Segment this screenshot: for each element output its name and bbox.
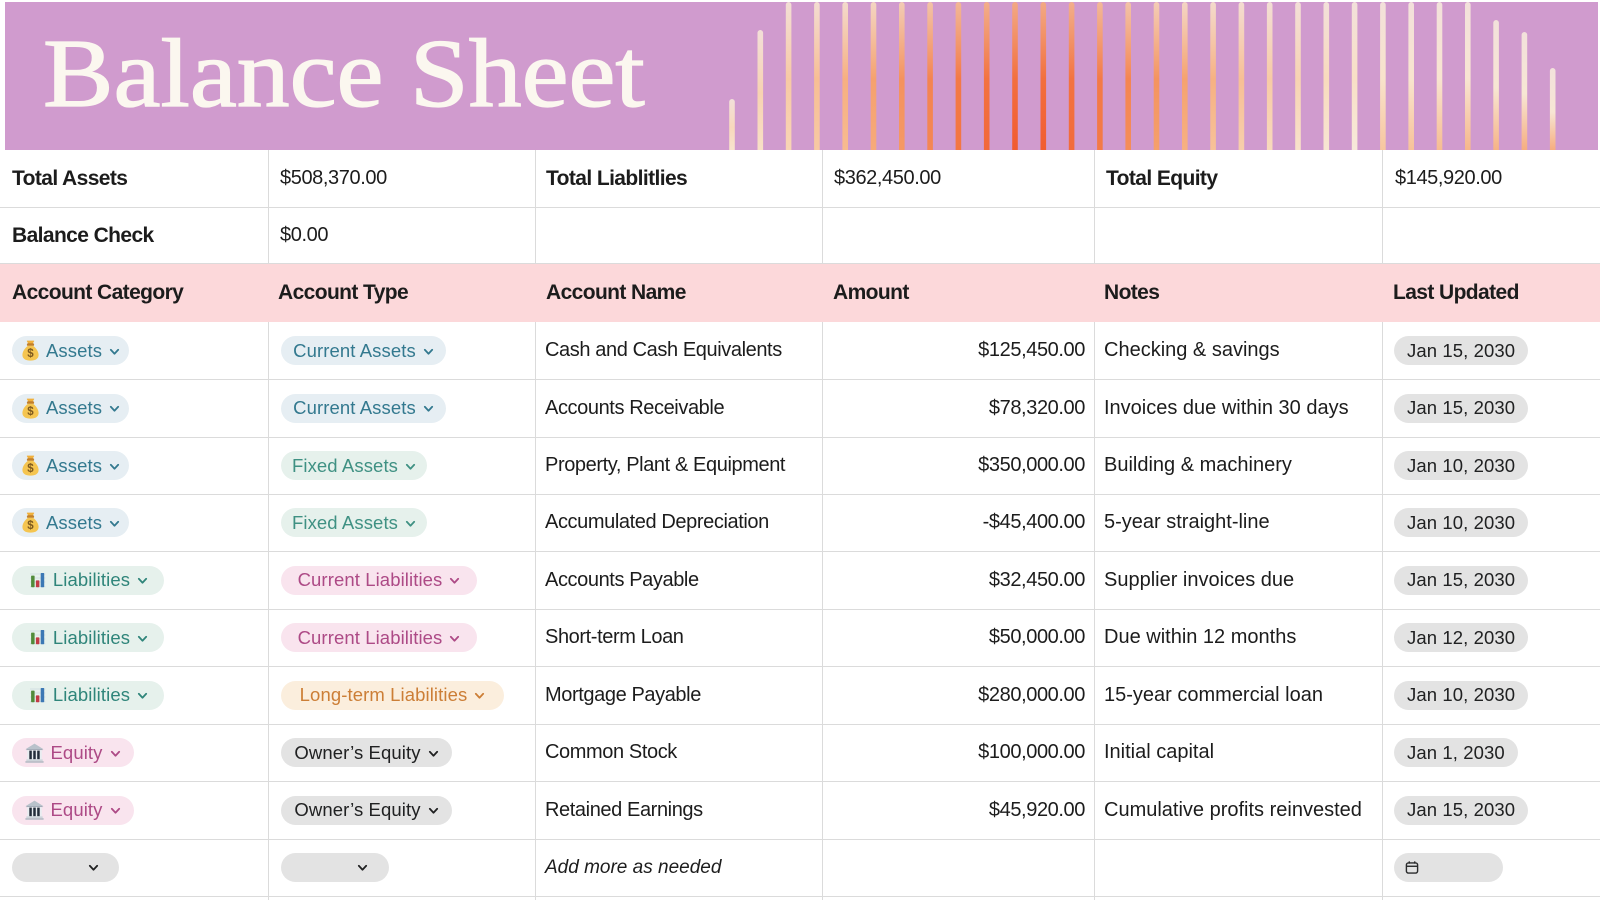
svg-text:$: $ bbox=[27, 463, 34, 475]
svg-text:$: $ bbox=[27, 406, 34, 418]
svg-text:$: $ bbox=[27, 520, 34, 532]
svg-text:$: $ bbox=[27, 348, 34, 360]
